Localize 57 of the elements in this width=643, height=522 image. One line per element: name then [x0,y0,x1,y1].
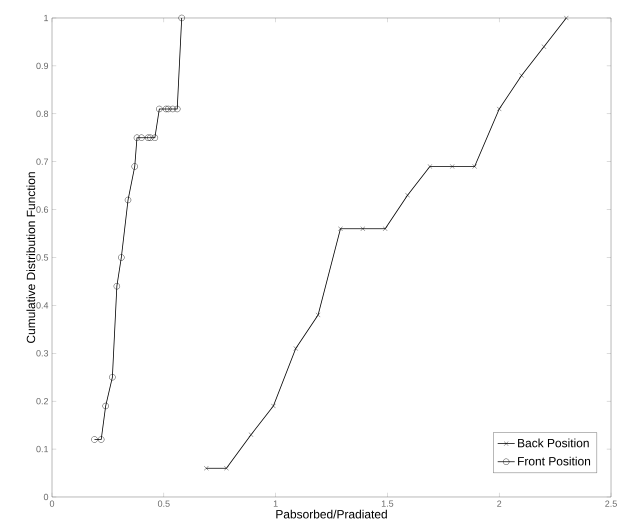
point [224,466,229,471]
point [248,432,254,438]
y-tick-label: 0 [44,494,48,500]
point [405,192,410,198]
point [564,16,569,20]
y-axis-title: Cumulative Distribution Function [26,172,36,344]
point [114,283,120,290]
point [293,346,298,351]
point [138,134,145,142]
point [170,106,176,112]
point [118,254,125,261]
y-tick-label: 0.8 [36,110,48,118]
point [174,106,180,112]
point [316,312,320,318]
point [147,134,154,142]
point [162,106,170,112]
x-axis-title: Pabsorbed/Pradiated [276,510,387,519]
point [91,436,98,443]
point [450,164,455,169]
point [542,44,546,50]
y-tick-label: 0.3 [36,350,48,357]
point [428,164,432,169]
x-tick-label: 0.5 [158,500,170,507]
point [519,73,524,78]
y-tick-label: 0.2 [36,398,48,404]
point [271,404,276,408]
y-tick-label: 1 [44,14,48,22]
point [156,106,163,112]
point [165,106,172,112]
point [124,196,132,204]
point [204,466,209,471]
point [134,134,140,142]
y-tick-label: 0.6 [36,206,48,213]
y-tick-label: 0.9 [36,62,48,70]
legend-label: Front Position [518,456,590,466]
point [472,164,477,169]
point [102,402,109,410]
point [132,163,138,170]
point [382,226,388,232]
x-tick-label: 1 [274,500,278,507]
point [98,436,104,443]
y-tick-label: 0.4 [36,302,48,309]
x-tick-label: 0 [50,500,54,507]
point [152,134,158,142]
y-tick-label: 0.7 [36,158,48,165]
x-tick-label: 1.5 [382,500,394,507]
y-tick-label: 0.5 [36,254,48,261]
legend-label: Back Position [518,438,589,448]
point [496,106,502,112]
x-tick-label: 2.5 [605,500,617,507]
point [360,226,366,232]
y-tick-label: 0.1 [36,446,48,452]
point [338,226,343,232]
point [178,14,185,22]
x-tick-label: 2 [497,500,502,507]
point [144,134,152,142]
point [109,374,116,381]
